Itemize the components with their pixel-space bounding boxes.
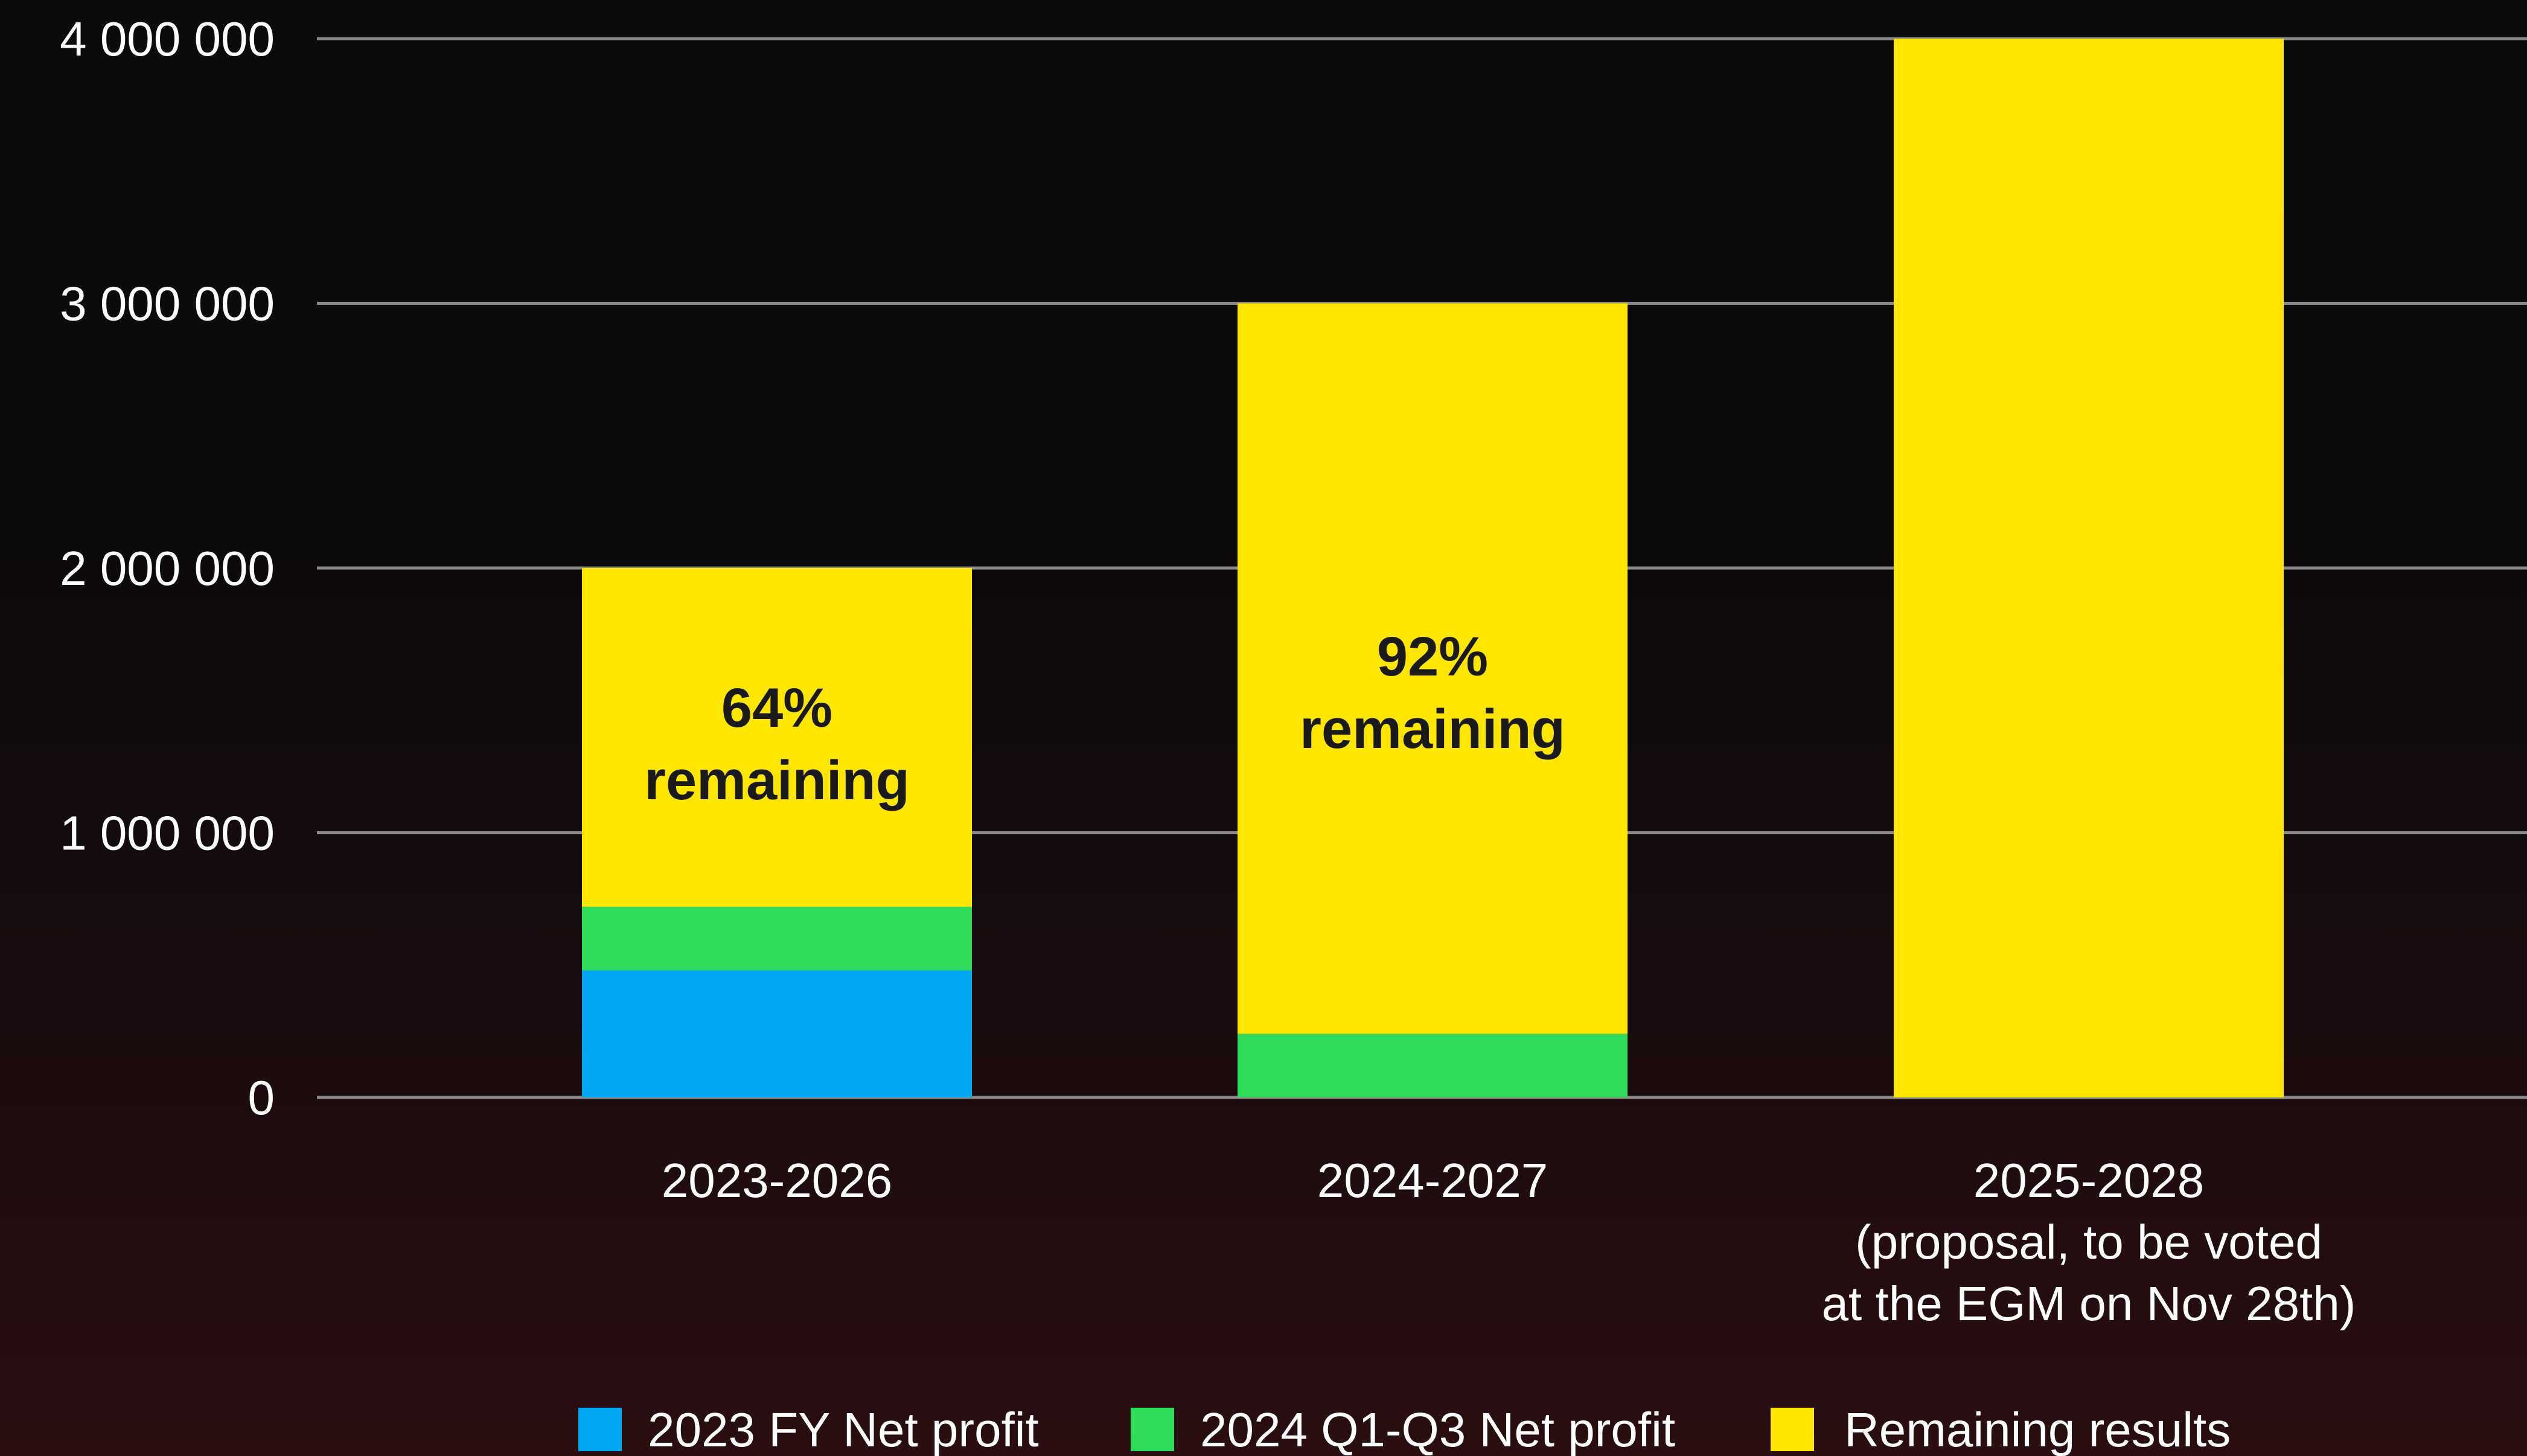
x-category-label-2-1: (proposal, to be voted	[1855, 1215, 2322, 1269]
legend: 2023 FY Net profit 2024 Q1-Q3 Net profit R…	[578, 1403, 2231, 1456]
legend-label-2: Remaining results	[1844, 1403, 2231, 1456]
legend-swatch-0	[578, 1408, 622, 1451]
bar-annotation-1-1: remaining	[1300, 698, 1565, 760]
bar-annotations: 64% remaining 92% remaining	[644, 626, 1565, 811]
legend-label-0: 2023 FY Net profit	[648, 1403, 1039, 1456]
bar-annotation-1-0: 92%	[1377, 626, 1488, 688]
y-tick-label-2: 2 000 000	[60, 541, 275, 595]
legend-label-1: 2024 Q1-Q3 Net profit	[1200, 1403, 1675, 1456]
x-category-label-2-2: at the EGM on Nov 28th)	[1822, 1277, 2356, 1330]
x-category-label-1-0: 2024-2027	[1317, 1154, 1548, 1207]
bar-0-0	[582, 970, 972, 1097]
bar-0-1	[582, 907, 972, 971]
y-axis-tick-labels: 0 1 000 000 2 000 000 3 000 000 4 000 000	[60, 12, 275, 1125]
x-category-label-0-0: 2023-2026	[662, 1154, 893, 1207]
y-tick-label-1: 1 000 000	[60, 806, 275, 860]
bar-1-1	[1238, 1033, 1628, 1097]
y-tick-label-3: 3 000 000	[60, 277, 275, 331]
y-tick-label-4: 4 000 000	[60, 12, 275, 66]
y-tick-label-0: 0	[248, 1071, 275, 1125]
bar-1-2	[1238, 303, 1628, 1034]
bar-annotation-0-1: remaining	[644, 750, 910, 811]
x-category-label-2-0: 2025-2028	[1973, 1154, 2205, 1207]
legend-swatch-1	[1131, 1408, 1174, 1451]
bars	[582, 39, 2284, 1097]
bar-2-2	[1894, 39, 2284, 1097]
x-axis-category-labels: 2023-2026 2024-2027 2025-2028 (proposal, to…	[662, 1154, 2356, 1330]
bar-annotation-0-0: 64%	[721, 677, 832, 739]
legend-swatch-2	[1771, 1408, 1814, 1451]
bar-0-2	[582, 568, 972, 907]
